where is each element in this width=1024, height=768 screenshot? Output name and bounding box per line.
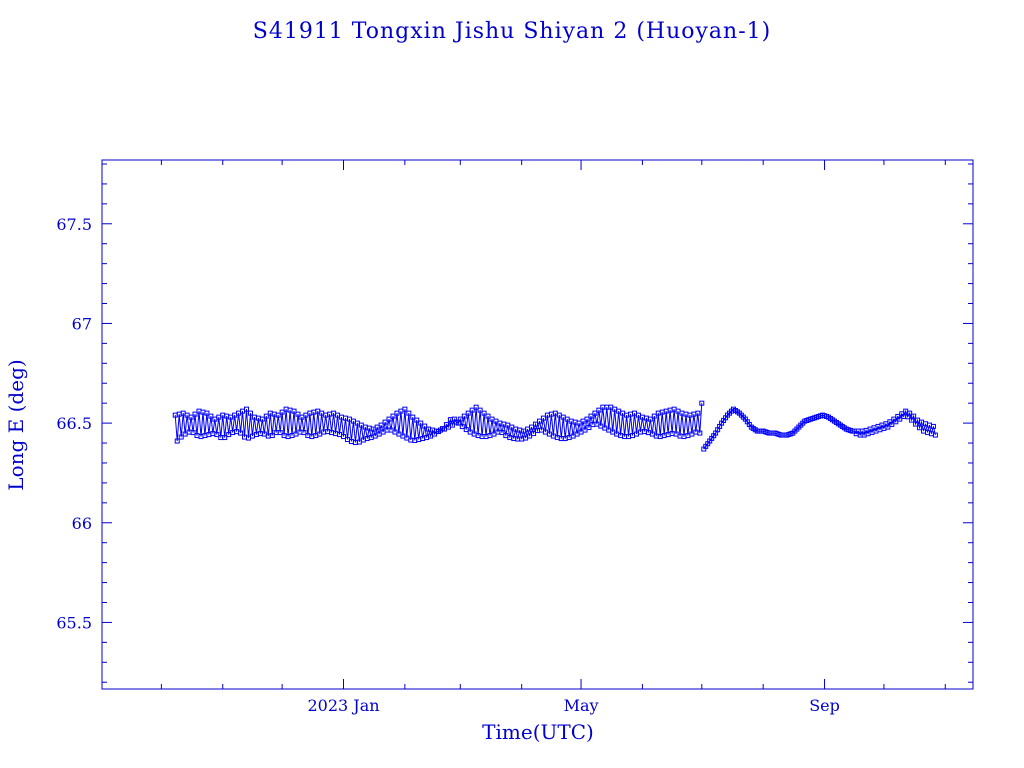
chart-title: S41911 Tongxin Jishu Shiyan 2 (Huoyan-1) [253, 19, 771, 44]
axis-ticks [102, 160, 973, 689]
data-point [893, 419, 899, 425]
x-tick-label: 2023 Jan [307, 696, 379, 715]
data-point [449, 422, 455, 428]
series-line [174, 403, 703, 443]
y-tick-label: 66 [72, 514, 92, 533]
data-point [889, 421, 895, 427]
data-point [885, 424, 891, 430]
y-axis-label: Long E (deg) [4, 359, 28, 490]
series-line [703, 408, 936, 450]
y-tick-label: 67.5 [56, 215, 92, 234]
y-tick-label: 66.5 [56, 414, 92, 433]
y-tick-label: 65.5 [56, 613, 92, 632]
data-point [907, 410, 913, 416]
y-tick-label: 67 [72, 314, 92, 333]
data-points [172, 400, 938, 452]
x-tick-label: Sep [809, 696, 840, 715]
x-tick-label: May [564, 696, 599, 715]
axis-tick-labels: 65.5 66 66.5 67 67.5 2023 Jan May Sep [56, 215, 839, 715]
plot-frame [101, 159, 974, 690]
data-point [897, 416, 903, 422]
data-point [457, 416, 463, 422]
x-axis-label: Time(UTC) [482, 720, 594, 744]
